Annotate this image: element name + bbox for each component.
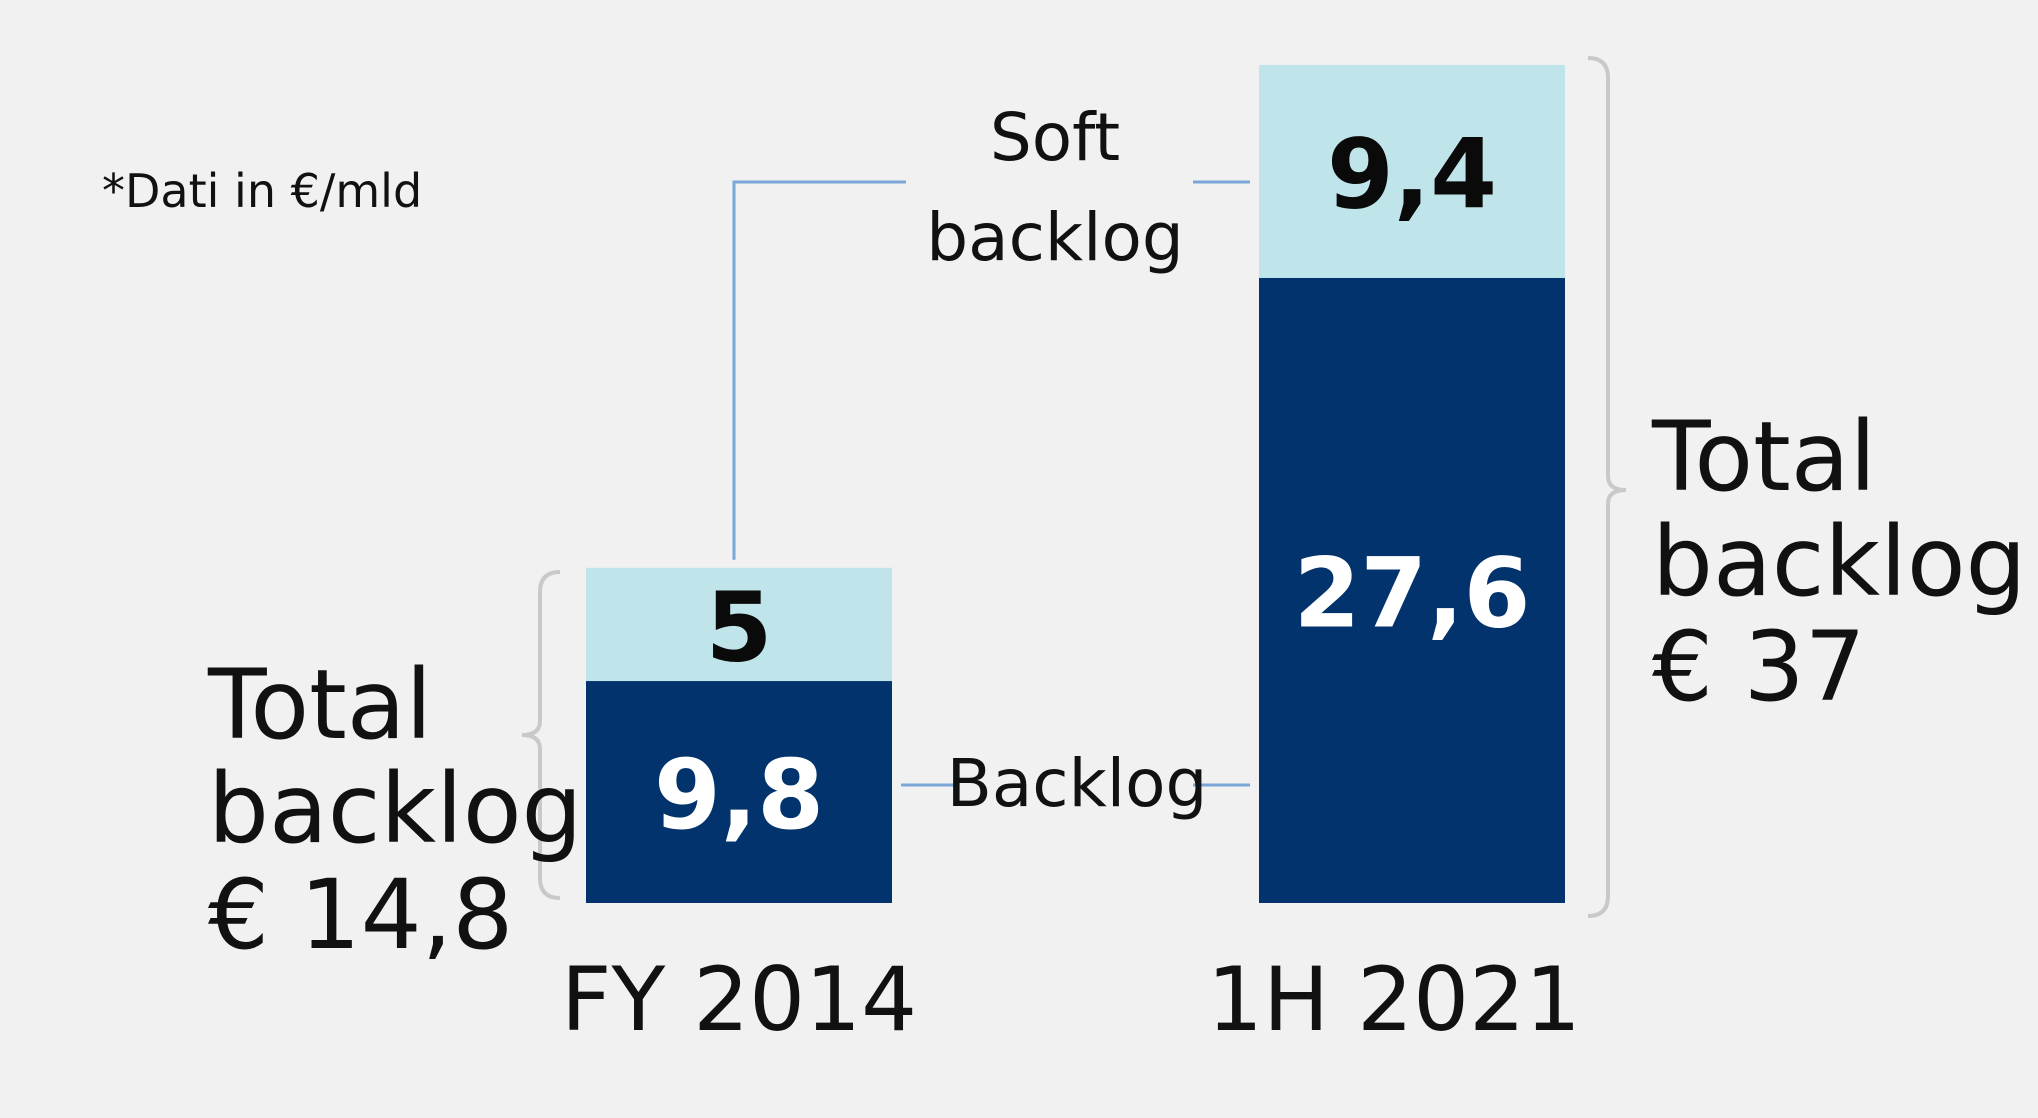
category-label-1h2021: 1H 2021 <box>1207 948 1581 1051</box>
bar-backlog-1h2021 <box>1259 277 1565 903</box>
backlog-label: Backlog <box>947 745 1208 822</box>
total-1h2021-line1: Total <box>1651 401 1876 513</box>
total-brace-1h2021 <box>1587 56 1627 918</box>
bar-backlog-fy2014 <box>586 681 892 903</box>
value-label-backlog-fy2014: 9,8 <box>654 739 824 851</box>
value-label-soft-backlog-fy2014: 5 <box>706 571 773 683</box>
total-1h2021-line2: backlog <box>1652 506 2026 618</box>
total-fy2014-line1: Total <box>207 649 432 761</box>
value-label-soft-backlog-1h2021: 9,4 <box>1327 118 1497 230</box>
units-note: *Dati in €/mld <box>102 164 422 218</box>
soft-backlog-label-line1: Soft <box>990 99 1120 176</box>
total-1h2021-line3: € 37 <box>1652 611 1866 723</box>
total-fy2014-line2: backlog <box>208 753 582 865</box>
braces-layer <box>521 56 1627 918</box>
bar-soft-backlog-fy2014 <box>586 567 892 682</box>
category-label-fy2014: FY 2014 <box>561 948 917 1051</box>
soft-backlog-connector-left <box>732 180 906 560</box>
total-brace-fy2014 <box>521 570 561 900</box>
total-fy2014-line3: € 14,8 <box>208 859 513 971</box>
value-label-backlog-1h2021: 27,6 <box>1294 537 1531 649</box>
soft-backlog-label-line2: backlog <box>926 199 1183 276</box>
connectors-layer <box>732 180 1250 787</box>
bar-soft-backlog-1h2021 <box>1259 64 1565 278</box>
bars-layer: 9,8 5 FY 2014 27,6 9,4 1H 2021 <box>561 64 1581 1051</box>
